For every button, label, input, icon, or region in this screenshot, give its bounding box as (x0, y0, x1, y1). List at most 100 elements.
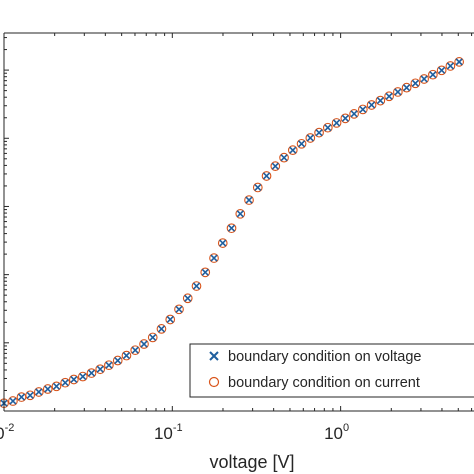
data-point-voltage (289, 146, 297, 154)
data-point-current (445, 61, 456, 71)
data-point-current (366, 100, 377, 110)
x-tick-base: 10 (324, 424, 343, 443)
data-point-voltage (96, 365, 104, 373)
data-point-voltage (26, 391, 34, 399)
data-point-voltage (359, 105, 367, 113)
data-point-voltage (35, 388, 43, 396)
data-marks (0, 57, 464, 409)
data-point-voltage (79, 372, 87, 381)
data-point-current (410, 78, 421, 89)
data-point-voltage (350, 110, 358, 118)
data-point-voltage (122, 352, 131, 360)
data-point-voltage (52, 382, 61, 390)
data-point-current (287, 145, 298, 155)
data-point-voltage (245, 196, 253, 204)
data-point-current (235, 208, 246, 219)
data-point-current (331, 118, 342, 128)
x-tick-exponent: -1 (173, 422, 183, 434)
legend-label-current: boundary condition on current (228, 375, 420, 391)
data-point-current (375, 95, 386, 106)
data-point-current (261, 171, 272, 181)
data-point-voltage (227, 224, 236, 232)
data-point-voltage (438, 66, 446, 74)
data-point-current (384, 91, 394, 102)
data-point-current (182, 293, 193, 304)
data-point-voltage (201, 268, 209, 276)
data-point-voltage (254, 183, 262, 192)
data-point-current (393, 87, 403, 97)
data-point-current (42, 384, 53, 394)
data-point-current (314, 127, 324, 138)
data-point-current (112, 355, 123, 366)
x-tick-label: 10-1 (154, 422, 183, 443)
data-point-voltage (333, 119, 341, 127)
x-tick-base: 10 (154, 424, 173, 443)
data-point-current (357, 104, 368, 115)
data-point-current (8, 396, 18, 406)
data-point-current (191, 281, 202, 291)
x-tick-base: 10 (0, 424, 5, 443)
data-point-voltage (455, 58, 463, 66)
data-point-current (200, 267, 211, 278)
data-point-current (147, 332, 158, 343)
data-point-current (322, 122, 333, 133)
data-point-current (33, 387, 44, 397)
data-point-voltage (219, 239, 227, 247)
x-tick-exponent: -2 (5, 422, 15, 434)
data-point-current (68, 374, 79, 385)
data-point-current (165, 314, 176, 325)
data-point-current (174, 304, 184, 315)
x-tick-label: 100 (324, 422, 349, 443)
data-point-current (296, 138, 307, 149)
data-point-current (209, 253, 219, 263)
data-point-voltage (44, 385, 52, 393)
data-point-voltage (140, 340, 148, 348)
legend: boundary condition on voltage boundary c… (189, 343, 474, 398)
data-point-current (139, 339, 149, 349)
legend-label-voltage: boundary condition on voltage (228, 349, 421, 365)
data-point-voltage (403, 84, 411, 92)
data-point-voltage (429, 71, 437, 79)
data-point-voltage (271, 162, 279, 170)
legend-marker-voltage (209, 351, 219, 361)
data-point-voltage (87, 369, 96, 377)
data-point-current (401, 82, 412, 93)
data-point-current (51, 381, 62, 392)
data-point-voltage (175, 305, 183, 313)
data-point-voltage (157, 325, 166, 333)
x-tick-label: 10-2 (0, 422, 14, 443)
data-point-voltage (210, 254, 218, 262)
data-point-current (270, 161, 281, 172)
data-point-voltage (61, 379, 69, 387)
data-point-voltage (420, 75, 428, 83)
data-point-voltage (9, 397, 17, 405)
data-point-voltage (411, 79, 419, 87)
data-point-voltage (17, 393, 26, 401)
data-point-current (419, 74, 429, 84)
data-point-voltage (341, 114, 349, 122)
data-point-current (305, 133, 316, 143)
data-point-current (252, 182, 263, 193)
data-point-voltage (368, 101, 376, 109)
data-point-voltage (149, 333, 157, 341)
data-point-current (156, 324, 167, 334)
data-point-voltage (262, 172, 271, 180)
data-point-voltage (236, 210, 244, 218)
data-point-voltage (70, 375, 78, 384)
data-point-voltage (131, 346, 139, 354)
data-point-current (428, 69, 438, 80)
data-point-voltage (184, 294, 192, 302)
x-tick-exponent: 0 (343, 422, 349, 434)
data-point-current (130, 345, 141, 356)
data-point-current (244, 195, 254, 205)
data-point-current (436, 65, 447, 76)
data-point-voltage (105, 361, 113, 369)
data-point-voltage (192, 282, 201, 290)
data-point-voltage (166, 315, 174, 324)
data-point-current (77, 371, 88, 382)
data-point-current (121, 350, 132, 361)
data-point-voltage (324, 124, 332, 132)
data-point-voltage (315, 129, 323, 137)
